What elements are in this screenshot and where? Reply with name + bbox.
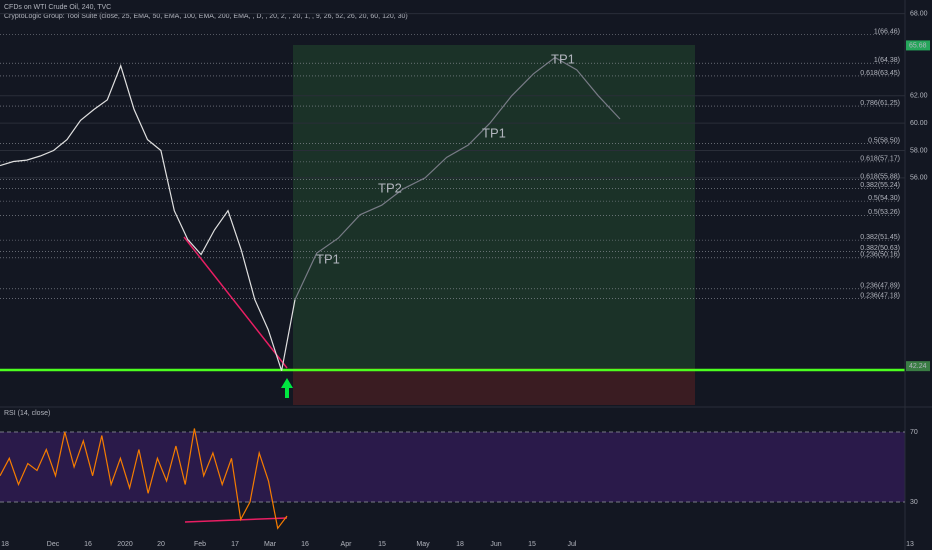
- x-tick-label: Mar: [264, 541, 277, 548]
- price-badge-label: 42.24: [909, 363, 927, 370]
- x-tick-label: 16: [301, 541, 309, 548]
- series-line: [0, 428, 288, 530]
- annotation: TP1: [551, 52, 575, 67]
- y-tick-label: 68.00: [910, 11, 928, 18]
- profit-zone: [293, 45, 695, 368]
- fib-label: 0.236(47.89): [860, 283, 900, 290]
- y-tick-label: 58.00: [910, 147, 928, 154]
- x-tick-label: Apr: [341, 541, 353, 548]
- y-tick-label: 70: [910, 429, 918, 436]
- fib-label: 0.618(55.88): [860, 173, 900, 180]
- x-tick-label: 15: [378, 541, 386, 548]
- fib-label: 0.5(53.26): [868, 209, 900, 216]
- fib-label: 0.5(54.30): [868, 195, 900, 202]
- y-tick-label: 56.00: [910, 175, 928, 182]
- loss-zone: [293, 368, 695, 405]
- indicator-label: CryptoLogic Group: Tool Suite (close, 25…: [4, 13, 408, 20]
- x-tick-label: 18: [456, 541, 464, 548]
- y-tick-label: 60.00: [910, 120, 928, 127]
- x-tick-label: 15: [528, 541, 536, 548]
- x-tick-label: Jun: [490, 541, 501, 548]
- fib-label: 0.786(61.25): [860, 100, 900, 107]
- x-tick-label: 20: [157, 541, 165, 548]
- x-tick-label: Feb: [194, 541, 206, 548]
- fib-label: 0.618(63.45): [860, 70, 900, 77]
- fib-label: 0.236(50.16): [860, 252, 900, 259]
- x-tick-label: 13: [906, 541, 914, 548]
- trend-line: [183, 236, 288, 369]
- rsi-label: RSI (14, close): [4, 410, 50, 417]
- x-tick-label: 2020: [117, 541, 133, 548]
- x-tick-label: 18: [1, 541, 9, 548]
- fib-label: 1(66.46): [874, 29, 900, 36]
- x-tick-label: May: [416, 541, 430, 548]
- rsi-trend-line: [184, 517, 288, 523]
- series-line: [0, 63, 296, 371]
- fib-label: 0.5(58.50): [868, 138, 900, 145]
- price-badge: [906, 361, 930, 372]
- arrow: [281, 378, 293, 398]
- annotation: TP1: [482, 126, 506, 141]
- y-tick-label: 62.00: [910, 93, 928, 100]
- annotation: TP2: [378, 180, 402, 195]
- fib-label: 1(64.38): [874, 57, 900, 64]
- fib-label: 0.382(51.45): [860, 234, 900, 241]
- y-tick-label: 30: [910, 499, 918, 506]
- x-tick-label: Dec: [47, 541, 60, 548]
- rsi-band: [0, 432, 905, 502]
- fib-label: 0.382(55.24): [860, 182, 900, 189]
- x-tick-label: 16: [84, 541, 92, 548]
- fib-label: 0.618(57.17): [860, 156, 900, 163]
- x-tick-label: 17: [231, 541, 239, 548]
- series-line: [294, 56, 621, 300]
- fib-label: 0.382(50.63): [860, 245, 900, 252]
- fib-label: 0.236(47.18): [860, 292, 900, 299]
- price-badge: [906, 40, 930, 51]
- chart-title: CFDs on WTI Crude Oil, 240, TVC: [4, 4, 111, 11]
- x-tick-label: Jul: [568, 541, 577, 548]
- annotation: TP1: [316, 251, 340, 266]
- price-badge-label: 65.68: [909, 42, 927, 49]
